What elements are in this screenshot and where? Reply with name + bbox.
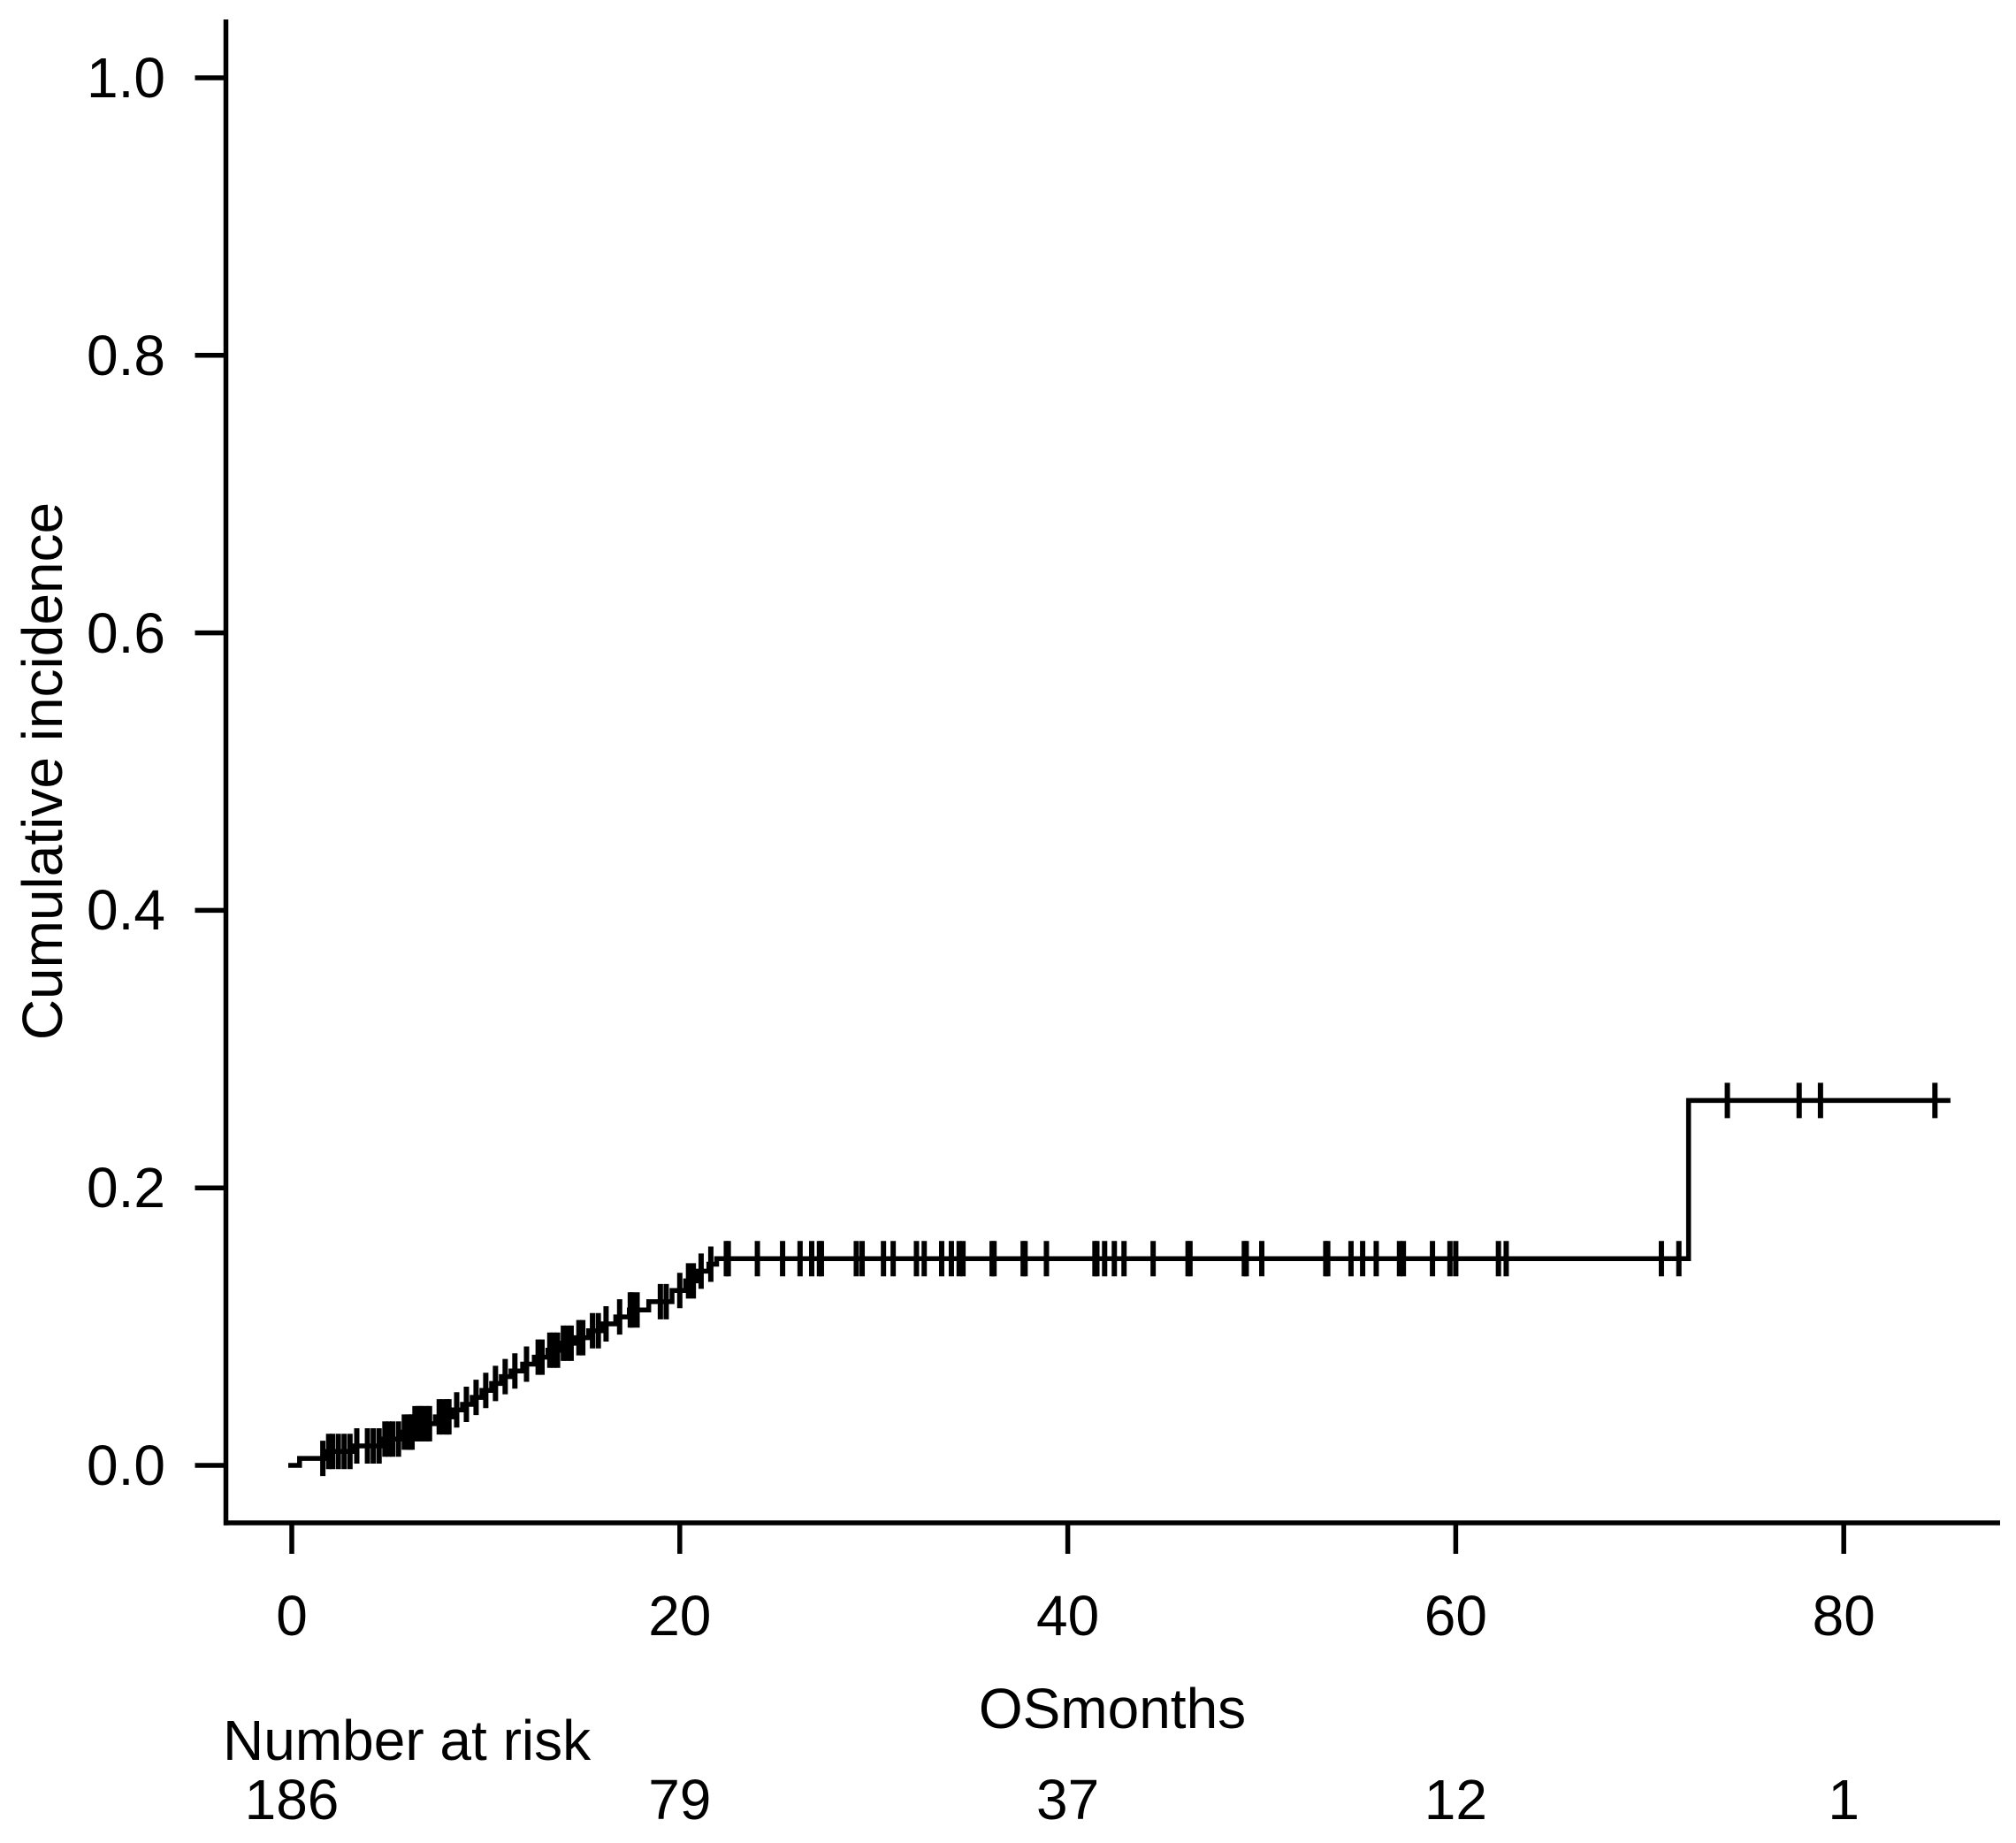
- y-tick-label: 0.6: [87, 600, 165, 665]
- x-tick-label: 60: [1424, 1584, 1487, 1648]
- y-axis-title: Cumulative incidence: [11, 501, 74, 1041]
- y-tick-label: 0.4: [87, 878, 165, 943]
- x-tick-label: 20: [648, 1584, 712, 1648]
- number-at-risk-count: 79: [648, 1768, 712, 1832]
- y-tick-label: 0.0: [87, 1434, 165, 1497]
- y-tick-label: 1.0: [87, 46, 165, 110]
- number-at-risk-count: 37: [1036, 1768, 1100, 1832]
- number-at-risk-label: Number at risk: [223, 1709, 592, 1772]
- number-at-risk-count: 12: [1424, 1768, 1487, 1832]
- x-tick-label: 0: [276, 1584, 308, 1648]
- x-axis-title: OSmonths: [978, 1677, 1247, 1740]
- x-tick-label: 80: [1812, 1584, 1875, 1648]
- y-tick-label: 0.2: [87, 1156, 165, 1220]
- x-tick-label: 40: [1036, 1584, 1100, 1648]
- y-tick-label: 0.8: [87, 323, 165, 387]
- number-at-risk-count: 186: [244, 1768, 340, 1832]
- cumulative-incidence-curve: [288, 1097, 1951, 1468]
- number-at-risk-count: 1: [1828, 1768, 1859, 1832]
